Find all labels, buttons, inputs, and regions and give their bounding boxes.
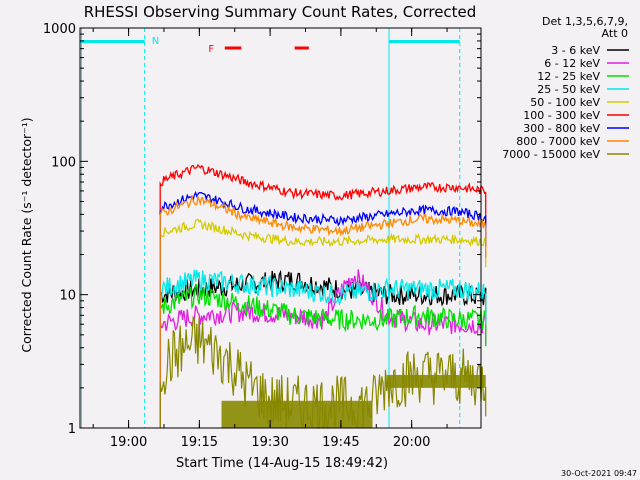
flare-label: F: [208, 44, 214, 55]
plot-frame: [79, 27, 482, 429]
series-line: [159, 163, 487, 428]
x-tick-label: 19:00: [110, 435, 147, 450]
y-axis-label: Corrected Count Rate (s⁻¹ detector⁻¹): [19, 117, 34, 352]
series-25-50kev: [159, 269, 487, 428]
series-band: [221, 400, 373, 428]
legend-label: 800 - 7000 keV: [516, 135, 600, 148]
series-300-800kev: [159, 190, 487, 428]
legend-label: 12 - 25 keV: [537, 70, 600, 83]
series-line: [159, 218, 487, 428]
x-tick-label: 19:45: [322, 435, 359, 450]
series-50-100kev: [159, 218, 487, 428]
y-tick-label: 1000: [43, 22, 76, 37]
legend-label: 300 - 800 keV: [523, 122, 600, 135]
axes: 1 10 100 1000 19:00 19:15 19:30 19:45 20:00: [43, 22, 482, 450]
plot-background: [80, 28, 481, 428]
legend-label: 50 - 100 keV: [530, 96, 600, 109]
flare-bar: [294, 46, 309, 50]
plot-area: [80, 28, 481, 428]
series-line: [159, 283, 487, 428]
night-bar: [389, 40, 460, 43]
legend-label: 3 - 6 keV: [551, 44, 600, 57]
y-tick-label: 10: [59, 289, 76, 304]
legend-header: Att 0: [602, 27, 628, 40]
legend-header: Det 1,3,5,6,7,9,: [542, 15, 628, 28]
series-line: [159, 194, 487, 428]
series-800-7000kev: [159, 194, 487, 428]
x-tick-label: 19:30: [251, 435, 288, 450]
legend-label: 7000 - 15000 keV: [502, 148, 600, 161]
y-tick-label: 100: [51, 155, 76, 170]
series-100-300kev: [159, 163, 487, 428]
x-tick-label: 20:00: [393, 435, 430, 450]
series-band: [386, 374, 486, 388]
night-label: N: [152, 36, 159, 47]
night-bar: [80, 40, 145, 43]
x-tick-label: 19:15: [181, 435, 218, 450]
series-line: [159, 269, 487, 428]
legend-label: 100 - 300 keV: [523, 109, 600, 122]
series-line: [159, 190, 487, 428]
legend-label: 25 - 50 keV: [537, 83, 600, 96]
series-12-25kev: [159, 283, 487, 428]
x-axis-label: Start Time (14-Aug-15 18:49:42): [176, 456, 388, 471]
chart-title: RHESSI Observing Summary Count Rates, Co…: [84, 3, 477, 21]
footer-date: 30-Oct-2021 09:47: [561, 469, 637, 478]
legend-label: 6 - 12 keV: [544, 57, 600, 70]
y-tick-label: 1: [68, 422, 76, 437]
flare-bar: [224, 46, 242, 50]
